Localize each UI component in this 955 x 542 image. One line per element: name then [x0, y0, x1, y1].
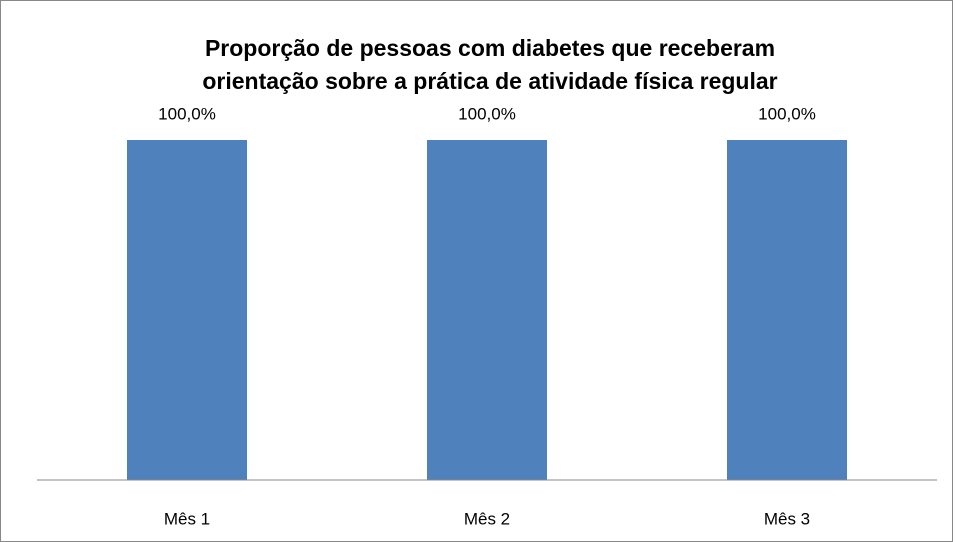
chart-title: Proporção de pessoas com diabetes que re…: [205, 35, 775, 61]
data-label: 100,0%: [458, 104, 516, 123]
data-label: 100,0%: [158, 104, 216, 123]
bar: [427, 140, 547, 480]
bar: [727, 140, 847, 480]
x-tick-label: Mês 3: [764, 509, 810, 528]
chart-title: orientação sobre a prática de atividade …: [202, 68, 777, 94]
bar: [127, 140, 247, 480]
x-tick-label: Mês 1: [164, 509, 210, 528]
x-tick-label: Mês 2: [464, 509, 510, 528]
data-label: 100,0%: [758, 104, 816, 123]
